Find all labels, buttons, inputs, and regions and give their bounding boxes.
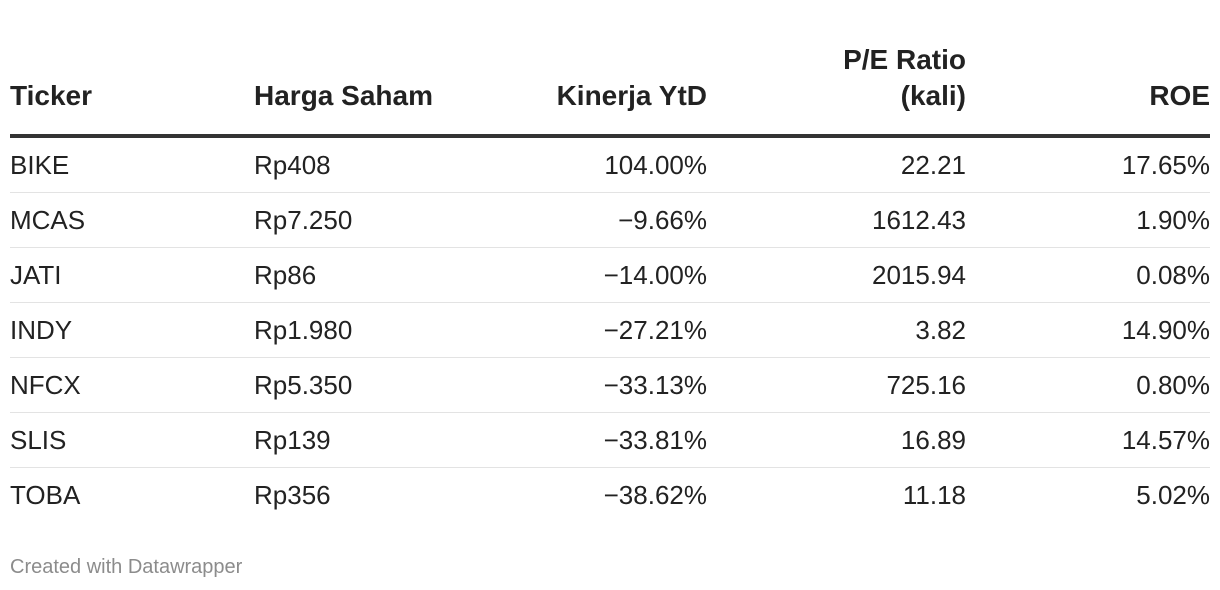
cell-roe: 5.02% (1136, 480, 1210, 510)
cell-pe-ratio: 16.89 (707, 412, 966, 468)
cell-ticker: SLIS (10, 412, 254, 468)
stock-table: Ticker Harga Saham Kinerja YtD P/E Ratio… (10, 0, 1210, 522)
cell-kinerja-ytd: −27.21% (498, 302, 707, 358)
cell-ticker: TOBA (10, 480, 81, 510)
cell-roe: 0.08% (966, 247, 1210, 303)
cell-roe: 1.90% (966, 192, 1210, 248)
table-row: MCAS Rp7.250 −9.66% 1612.43 1.90% (10, 192, 1210, 248)
cell-pe-ratio: 1612.43 (707, 192, 966, 248)
table-row: BIKE Rp408 104.00% 22.21 17.65% (10, 136, 1210, 193)
cell-kinerja-ytd: −14.00% (498, 247, 707, 303)
table-row: INDY Rp1.980 −27.21% 3.82 14.90% (10, 302, 1210, 358)
cell-kinerja-ytd: −33.81% (498, 412, 707, 468)
column-header-pe-ratio: P/E Ratio (kali) (707, 0, 966, 138)
cell-ticker: NFCX (10, 357, 254, 413)
table-row: JATI Rp86 −14.00% 2015.94 0.08% (10, 247, 1210, 303)
data-table-container: Ticker Harga Saham Kinerja YtD P/E Ratio… (10, 0, 1210, 522)
cell-harga-saham: Rp5.350 (254, 357, 498, 413)
cell-roe: 14.90% (966, 302, 1210, 358)
cell-pe-ratio: 3.82 (707, 302, 966, 358)
cell-harga-saham: Rp139 (254, 412, 498, 468)
cell-ticker: INDY (10, 302, 254, 358)
cell-pe-ratio: 2015.94 (707, 247, 966, 303)
table-row: NFCX Rp5.350 −33.13% 725.16 0.80% (10, 357, 1210, 413)
cell-ticker: MCAS (10, 192, 254, 248)
cell-ticker: JATI (10, 247, 254, 303)
cell-pe-ratio: 725.16 (707, 357, 966, 413)
column-header-roe: ROE (966, 0, 1210, 138)
cell-harga-saham: Rp7.250 (254, 192, 498, 248)
cell-kinerja-ytd: 104.00% (498, 136, 707, 193)
cell-roe: 17.65% (966, 136, 1210, 193)
cell-ticker: BIKE (10, 136, 254, 193)
cell-kinerja-ytd: −33.13% (498, 357, 707, 413)
column-header-ticker: Ticker (10, 0, 254, 138)
table-header-row: Ticker Harga Saham Kinerja YtD P/E Ratio… (10, 0, 1210, 138)
cell-pe-ratio: 11.18 (902, 480, 966, 510)
cell-roe: 14.57% (966, 412, 1210, 468)
cell-kinerja-ytd: −38.62% (603, 480, 707, 510)
table-row: TOBA Rp356 −38.62% 11.18 5.02% (10, 468, 1210, 523)
cell-kinerja-ytd: −9.66% (498, 192, 707, 248)
table-row: SLIS Rp139 −33.81% 16.89 14.57% (10, 412, 1210, 468)
cell-harga-saham: Rp1.980 (254, 302, 498, 358)
cell-harga-saham: Rp356 (254, 480, 331, 510)
column-header-harga-saham: Harga Saham (254, 0, 498, 138)
cell-harga-saham: Rp86 (254, 247, 498, 303)
cell-harga-saham: Rp408 (254, 136, 498, 193)
column-header-kinerja-ytd: Kinerja YtD (498, 0, 707, 138)
cell-pe-ratio: 22.21 (707, 136, 966, 193)
datawrapper-credit: Created with Datawrapper (10, 556, 243, 578)
cell-roe: 0.80% (966, 357, 1210, 413)
